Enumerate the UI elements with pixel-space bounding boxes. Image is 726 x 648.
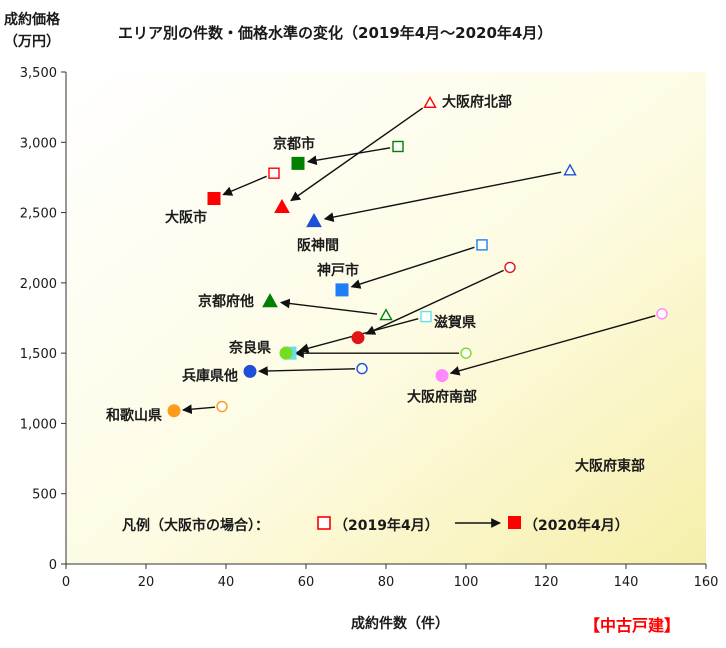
- markers: [167, 95, 668, 418]
- area-label: 大阪府東部: [575, 458, 645, 475]
- point-2020: [435, 369, 449, 383]
- area-label: 京都市: [273, 136, 315, 153]
- point-2019: [476, 239, 488, 251]
- point-2020: [167, 404, 181, 418]
- change-arrow: [258, 366, 356, 376]
- x-tick-label: 120: [534, 575, 559, 590]
- point-2019: [423, 95, 437, 109]
- point-2020: [243, 364, 257, 378]
- y-axis-unit: （万円）: [4, 34, 60, 50]
- x-tick-label: 40: [218, 575, 235, 590]
- x-axis-label: 成約件数（件）: [351, 615, 449, 632]
- legend-2019-label: （2019年4月）: [334, 517, 439, 534]
- area-label: 京都府他: [198, 293, 254, 310]
- category-badge: 【中古戸建】: [584, 616, 680, 635]
- point-2019: [356, 362, 368, 375]
- y-tick-label: 1,000: [20, 417, 57, 432]
- area-label: 神戸市: [317, 262, 359, 279]
- area-label: 大阪府北部: [442, 94, 512, 111]
- point-2020: [351, 331, 365, 345]
- change-arrow: [350, 246, 475, 289]
- legend-marker-2019: [317, 516, 331, 530]
- x-tick-label: 140: [614, 575, 639, 590]
- point-2020: [262, 293, 278, 308]
- legend-caption: 凡例（大阪市の場合）：: [122, 517, 269, 534]
- x-tick-label: 20: [138, 575, 155, 590]
- y-tick-label: 2,500: [20, 207, 57, 222]
- point-2020: [279, 346, 293, 360]
- y-tick-label: 1,500: [20, 347, 57, 362]
- point-2019: [563, 163, 577, 176]
- legend: 凡例（大阪市の場合）： （2019年4月） （2020年4月）: [122, 516, 629, 534]
- area-label: 大阪市: [165, 209, 207, 226]
- y-tick-label: 2,000: [20, 277, 57, 292]
- y-tick-label: 0: [49, 558, 57, 573]
- point-2019: [460, 347, 472, 359]
- area-label: 奈良県: [228, 340, 271, 357]
- point-2019: [392, 140, 404, 153]
- point-2019: [504, 261, 516, 274]
- change-arrow: [279, 298, 378, 315]
- axes-ticks: 0 20 40 60 80 100 120 140 160 0 500 1,000 1,500 2,000…: [20, 66, 719, 590]
- legend-2020-label: （2020年4月）: [524, 517, 629, 534]
- area-label: 滋賀県: [434, 314, 476, 331]
- area-label: 阪神間: [297, 237, 339, 254]
- point-2020: [335, 283, 349, 297]
- legend-marker-2020: [508, 516, 521, 529]
- point-2019: [268, 167, 280, 179]
- x-tick-label: 0: [62, 575, 70, 590]
- change-arrow: [181, 404, 216, 415]
- arrows: [181, 107, 656, 415]
- chart-title: エリア別の件数・価格水準の変化（2019年4月～2020年4月）: [118, 24, 552, 42]
- y-tick-label: 500: [32, 488, 57, 503]
- area-label: 兵庫県他: [182, 368, 238, 385]
- point-2020: [207, 192, 221, 206]
- x-tick-label: 100: [454, 575, 479, 590]
- point-2020: [291, 156, 305, 170]
- change-arrow: [222, 175, 267, 196]
- x-tick-label: 60: [298, 575, 315, 590]
- point-2019: [420, 310, 432, 323]
- change-arrow: [323, 171, 562, 222]
- y-tick-label: 3,500: [20, 66, 57, 81]
- area-labels: 大阪府北部京都市大阪市阪神間神戸市京都府他滋賀県奈良県兵庫県他大阪府南部和歌山県…: [106, 94, 645, 475]
- y-tick-label: 3,000: [20, 136, 57, 151]
- change-arrow: [449, 315, 656, 376]
- point-2019: [379, 308, 393, 321]
- point-2020: [306, 212, 322, 228]
- y-axis-label: 成約価格: [4, 11, 61, 28]
- change-arrow: [290, 107, 424, 202]
- point-2020: [274, 198, 290, 214]
- area-label: 大阪府南部: [407, 389, 477, 406]
- change-arrow: [306, 147, 391, 166]
- x-tick-label: 80: [378, 575, 395, 590]
- point-2019: [216, 400, 228, 413]
- change-arrow: [365, 269, 504, 335]
- point-2019: [656, 308, 668, 320]
- x-tick-label: 160: [694, 575, 719, 590]
- area-label: 和歌山県: [106, 407, 162, 424]
